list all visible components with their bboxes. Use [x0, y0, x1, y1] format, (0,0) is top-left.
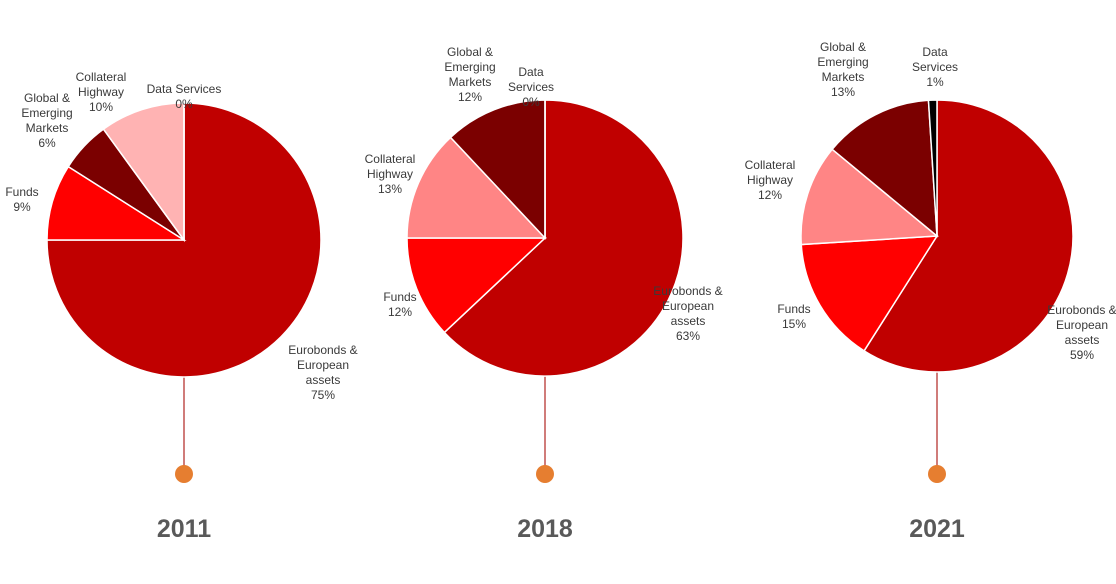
pie-slice: [406, 237, 547, 334]
slice-label: Eurobonds & European assets 63%: [648, 284, 728, 344]
pie-slice: [831, 99, 938, 238]
value-label: 12%: [387, 305, 413, 319]
value-label: 75%: [310, 388, 336, 402]
category: Funds: [5, 185, 39, 199]
value-label: 0%: [175, 97, 193, 111]
value-label: 63%: [675, 329, 701, 343]
category: Funds: [383, 290, 417, 304]
slice-label: Data Services 0%: [139, 82, 229, 112]
value-label: 1%: [926, 75, 944, 89]
category: Data Services: [911, 45, 958, 74]
slice-label: Global & Emerging Markets 6%: [12, 91, 82, 151]
value-label: 59%: [1069, 348, 1095, 362]
slice-label: Funds 12%: [375, 290, 425, 320]
marker-dot: [928, 465, 946, 483]
category: Data Services: [507, 65, 554, 94]
pie-slice: [800, 235, 939, 352]
slice-label: Global & Emerging Markets 12%: [435, 45, 505, 105]
value-label: 12%: [457, 90, 483, 104]
pie-slice: [443, 99, 684, 377]
pie-slice: [927, 99, 938, 237]
slice-label: Eurobonds & European assets 75%: [283, 343, 363, 403]
value-label: 0%: [522, 95, 540, 109]
category: Global & Emerging Markets: [817, 40, 869, 84]
slice-label: Data Services 0%: [501, 65, 561, 110]
slice-label: Collateral Highway 10%: [71, 70, 131, 115]
year-label: 2018: [517, 515, 573, 543]
year-label: 2021: [909, 515, 965, 543]
category: Data Services: [146, 82, 222, 96]
marker-dot: [175, 465, 193, 483]
slice-label: Eurobonds & European assets 59%: [1047, 303, 1116, 363]
pie-slice: [800, 148, 939, 246]
category: Eurobonds & European assets: [1047, 303, 1116, 347]
category: Global & Emerging Markets: [444, 45, 496, 89]
category: Funds: [777, 302, 811, 316]
slice-label: Collateral Highway 13%: [355, 152, 425, 197]
slice-label: Collateral Highway 12%: [735, 158, 805, 203]
category: Collateral Highway: [744, 158, 796, 187]
year-label: 2011: [157, 515, 211, 543]
slice-label: Funds 15%: [769, 302, 819, 332]
value-label: 10%: [88, 100, 114, 114]
category: Collateral Highway: [75, 70, 127, 99]
slice-label: Data Services 1%: [905, 45, 965, 90]
category: Eurobonds & European assets: [653, 284, 723, 328]
pie-slice: [102, 102, 185, 243]
slice-label: Funds 9%: [2, 185, 42, 215]
pie-slice: [406, 136, 547, 239]
pie-slice: [449, 99, 546, 240]
slice-label: Global & Emerging Markets 13%: [808, 40, 878, 100]
marker-dot: [536, 465, 554, 483]
category: Eurobonds & European assets: [288, 343, 358, 387]
value-label: 15%: [781, 317, 807, 331]
value-label: 13%: [377, 182, 403, 196]
value-label: 12%: [757, 188, 783, 202]
pie-slice: [46, 102, 322, 378]
category: Global & Emerging Markets: [21, 91, 73, 135]
pie-slice: [863, 99, 1074, 373]
value-label: 6%: [38, 136, 56, 150]
value-label: 13%: [830, 85, 856, 99]
value-label: 9%: [13, 200, 31, 214]
category: Collateral Highway: [364, 152, 416, 181]
